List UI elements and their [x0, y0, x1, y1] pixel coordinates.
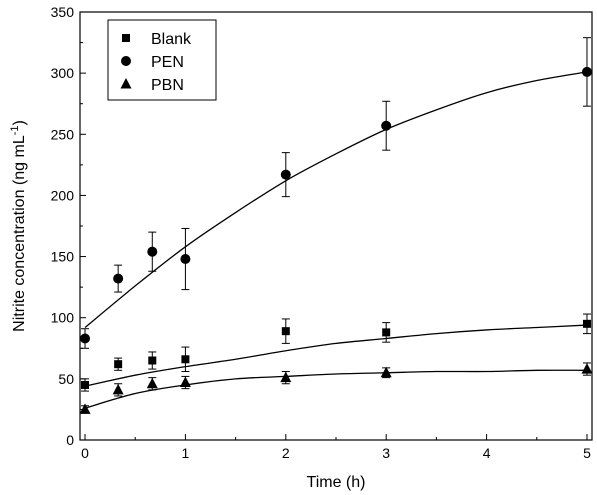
y-axis-label: Nitrite concentration (ng mL-1)	[9, 120, 28, 332]
point-blank	[382, 328, 391, 337]
fit-curve-blank	[84, 324, 588, 387]
x-axis-label: Time (h)	[307, 474, 366, 491]
x-tick-label: 0	[81, 445, 89, 461]
point-pbn	[179, 376, 191, 388]
point-pbn	[581, 363, 593, 374]
fit-curve-pbn	[84, 369, 587, 409]
legend-label-blank: Blank	[151, 31, 192, 48]
legend-label-pbn: PBN	[151, 77, 184, 94]
y-tick-label: 150	[51, 249, 75, 265]
point-pbn	[112, 383, 124, 395]
x-tick-label: 5	[583, 445, 591, 461]
x-tick-label: 3	[382, 445, 390, 461]
legend-label-pen: PEN	[151, 54, 184, 71]
point-pen	[113, 273, 124, 284]
fit-curve-pen	[84, 71, 588, 328]
point-blank	[582, 319, 591, 328]
x-tick-label: 4	[483, 445, 491, 461]
point-blank	[81, 380, 90, 389]
legend-marker-pen	[121, 56, 131, 66]
point-pbn	[146, 377, 158, 389]
data-points	[79, 66, 593, 414]
point-pbn	[280, 371, 292, 383]
y-tick-label: 250	[51, 126, 75, 142]
y-tick-label: 100	[51, 310, 75, 326]
point-blank	[114, 360, 123, 369]
legend: Blank PEN PBN	[107, 19, 217, 101]
fit-curves	[84, 71, 588, 409]
point-pen	[80, 333, 91, 344]
legend-marker-pbn	[120, 78, 132, 89]
legend-marker-blank	[122, 34, 130, 42]
point-pen	[180, 254, 191, 265]
y-tick-label: 300	[51, 65, 75, 81]
y-tick-label: 350	[51, 4, 75, 20]
y-tick-label: 200	[51, 187, 75, 203]
point-pbn	[79, 403, 91, 414]
point-pbn	[380, 366, 392, 378]
x-tick-label: 1	[182, 445, 190, 461]
x-tick-label: 2	[282, 445, 290, 461]
point-blank	[281, 327, 290, 336]
point-pen	[381, 120, 392, 131]
y-tick-label: 0	[66, 432, 74, 448]
point-pen	[581, 66, 592, 77]
y-tick-label: 50	[58, 371, 74, 387]
point-blank	[148, 356, 157, 365]
point-pen	[280, 169, 291, 180]
point-blank	[181, 355, 190, 364]
point-pen	[147, 246, 158, 257]
y-axis: 0 50 100 150 200 250 300 350	[51, 4, 86, 448]
x-axis: 0 1 2 3 4 5	[81, 434, 591, 461]
